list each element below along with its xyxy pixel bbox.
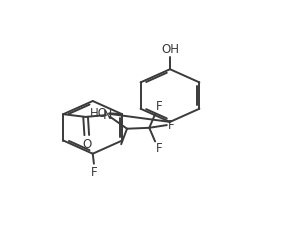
Text: N: N bbox=[103, 109, 113, 122]
Text: O: O bbox=[82, 138, 92, 151]
Text: F: F bbox=[156, 100, 163, 113]
Text: OH: OH bbox=[161, 43, 179, 56]
Text: F: F bbox=[91, 165, 97, 178]
Text: F: F bbox=[168, 118, 175, 132]
Text: F: F bbox=[156, 142, 163, 155]
Text: HO: HO bbox=[90, 107, 108, 120]
